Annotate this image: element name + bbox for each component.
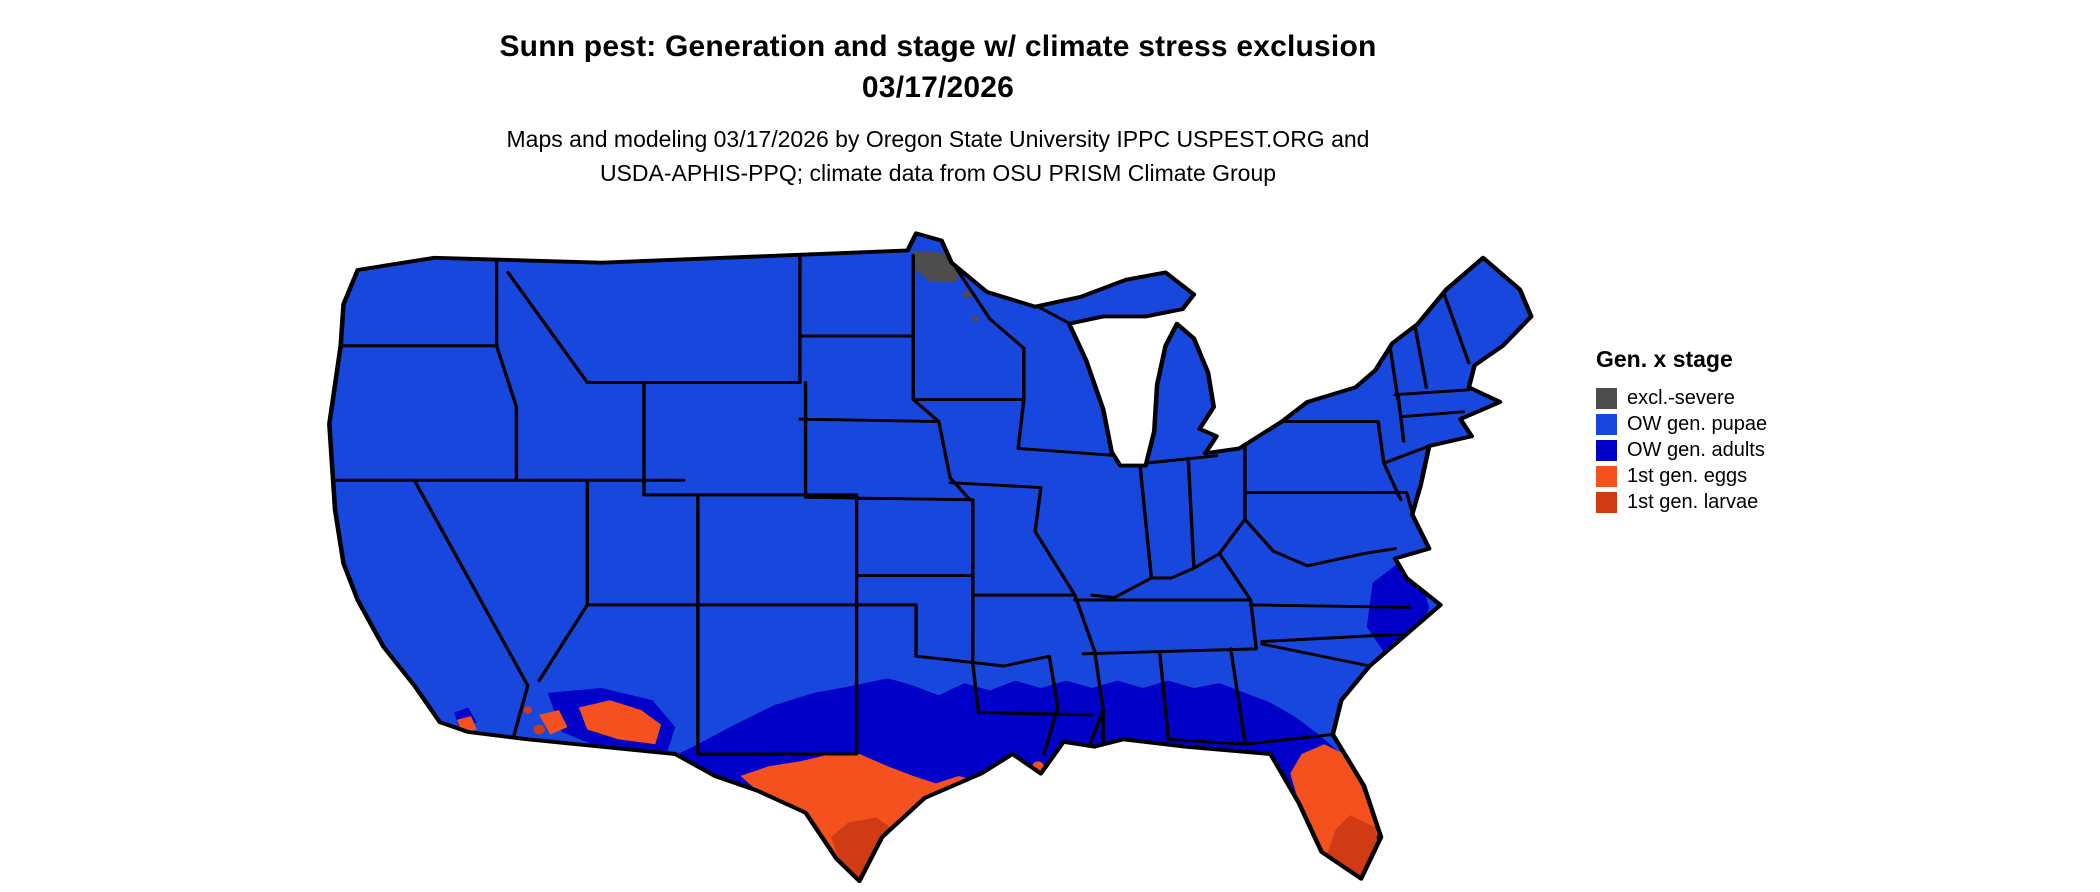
legend-item-ow-gen-pupae: OW gen. pupae [1596,411,1767,437]
map-title: Sunn pest: Generation and stage w/ clima… [0,26,1876,108]
us-map [318,226,1544,886]
legend-swatch-ow-gen-pupae [1596,413,1617,435]
us-map-svg [327,231,1534,884]
region-excl-severe-speck [972,315,980,322]
legend-swatch-ow-gen-adults [1596,439,1617,461]
region-excl-severe-speck [962,290,972,299]
us-outline [327,231,1534,884]
region-1st-gen-eggs [456,700,1379,882]
legend-label-ow-gen-adults: OW gen. adults [1627,438,1765,461]
region-1st-gen-larvae-speck [523,706,533,714]
legend-label-excl-severe: excl.-severe [1627,386,1735,409]
legend-label-1st-gen-larvae: 1st gen. larvae [1627,490,1759,513]
legend-item-1st-gen-larvae: 1st gen. larvae [1596,489,1767,515]
title-line-2: 03/17/2026 [861,71,1015,104]
map-subtitle: Maps and modeling 03/17/2026 by Oregon S… [0,122,1876,190]
legend-label-ow-gen-pupae: OW gen. pupae [1627,412,1768,435]
legend-item-excl-severe: excl.-severe [1596,385,1767,411]
legend-label-1st-gen-eggs: 1st gen. eggs [1627,464,1748,487]
subtitle-line-1: Maps and modeling 03/17/2026 by Oregon S… [506,126,1370,152]
legend-item-ow-gen-adults: OW gen. adults [1596,437,1767,463]
legend-swatch-1st-gen-larvae [1596,491,1617,513]
legend-swatch-1st-gen-eggs [1596,465,1617,487]
region-1st-gen-larvae-speck [533,724,545,735]
legend-title: Gen. x stage [1596,346,1733,372]
state-borders-path [329,253,1471,756]
subtitle-line-2: USDA-APHIS-PPQ; climate data from OSU PR… [599,160,1277,186]
map-legend: Gen. x stage excl.-severe OW gen. pupae … [1596,346,1767,515]
legend-item-1st-gen-eggs: 1st gen. eggs [1596,463,1767,489]
legend-swatch-excl-severe [1596,387,1617,409]
region-1st-gen-larvae [831,815,1379,882]
title-line-1: Sunn pest: Generation and stage w/ clima… [499,30,1377,63]
